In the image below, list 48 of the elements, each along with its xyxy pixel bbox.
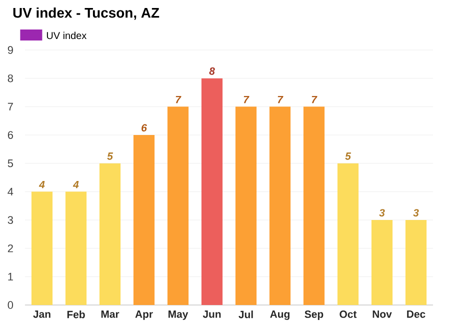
y-tick-label: 1 — [8, 272, 13, 280]
bar — [133, 135, 155, 305]
data-label: 8 — [209, 67, 215, 75]
data-label: 3 — [379, 209, 385, 216]
x-tick-label: Mar — [101, 310, 120, 318]
data-label: 5 — [107, 152, 114, 160]
x-tick-label: Nov — [372, 310, 392, 318]
data-label: 7 — [176, 96, 182, 104]
x-tick-label: Feb — [67, 310, 85, 318]
bar — [337, 163, 359, 305]
x-tick-label: Oct — [340, 310, 357, 318]
bar — [65, 192, 87, 305]
bar — [269, 106, 291, 305]
data-label: 6 — [142, 124, 147, 132]
x-tick-label: Dec — [407, 310, 426, 318]
bar — [167, 106, 189, 305]
data-label: 7 — [244, 96, 250, 104]
data-label: 4 — [38, 180, 45, 188]
bar — [405, 220, 427, 305]
chart-title: UV index - Tucson, AZ — [13, 8, 160, 20]
x-tick-label: Aug — [270, 310, 290, 320]
x-tick-label: Jan — [33, 310, 50, 318]
x-tick-label: Jul — [238, 310, 253, 318]
data-label: 7 — [312, 96, 318, 104]
y-tick-label: 2 — [8, 244, 13, 252]
data-label: 5 — [345, 152, 352, 160]
data-label: 3 — [413, 209, 419, 216]
y-tick-label: 0 — [8, 301, 14, 309]
y-tick-label: 3 — [8, 216, 13, 224]
bar — [201, 78, 223, 305]
y-tick-label: 7 — [8, 102, 13, 110]
x-tick-label: Jun — [202, 310, 221, 318]
y-tick-label: 9 — [8, 46, 13, 54]
bar — [303, 106, 325, 305]
y-tick-label: 8 — [8, 74, 13, 82]
bar — [235, 106, 257, 305]
bar — [371, 220, 393, 305]
x-tick-label: Sep — [304, 310, 324, 320]
bar — [99, 163, 121, 305]
text: UV index — [46, 32, 86, 40]
data-label: 4 — [72, 180, 79, 188]
y-tick-label: 4 — [8, 188, 14, 196]
x-tick-label: May — [168, 310, 188, 320]
y-tick-label: 5 — [8, 160, 14, 168]
bar — [31, 192, 53, 305]
data-label: 7 — [278, 96, 284, 104]
y-tick-label: 6 — [8, 131, 13, 139]
x-tick-label: Apr — [135, 310, 153, 320]
